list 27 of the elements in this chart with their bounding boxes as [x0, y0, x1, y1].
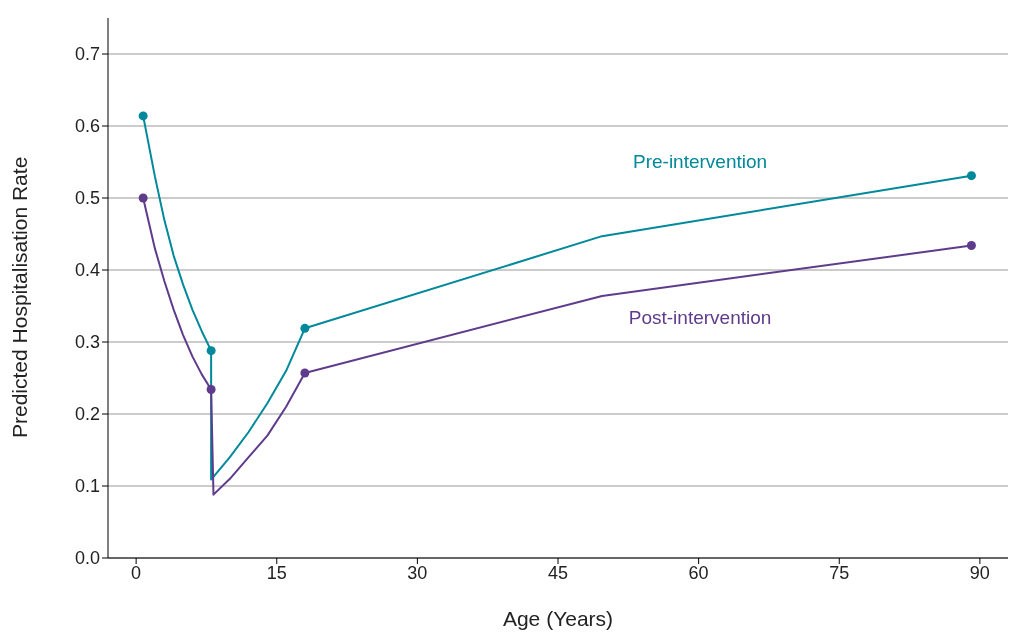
point — [206, 385, 216, 395]
x-axis-title: Age (Years) — [502, 607, 614, 630]
point — [300, 368, 310, 378]
x-tick-label: 15 — [266, 562, 287, 583]
y-tick-label: 0.7 — [74, 44, 100, 65]
series-label: Pre-intervention — [633, 151, 768, 173]
series-label: Post-intervention — [628, 306, 772, 328]
x-tick-label: 0 — [131, 562, 142, 583]
x-tick-label: 90 — [969, 562, 990, 583]
x-tick-label: 45 — [547, 562, 569, 583]
y-tick-label: 0.2 — [74, 404, 100, 425]
point — [138, 193, 148, 203]
point — [966, 241, 976, 251]
y-tick-label: 0.5 — [74, 188, 100, 209]
point — [300, 323, 310, 333]
point — [966, 171, 976, 181]
y-tick-label: 0.4 — [74, 260, 100, 281]
y-tick-label: 0.6 — [74, 116, 100, 137]
point — [138, 111, 148, 121]
y-tick-label: 0.3 — [74, 332, 100, 353]
y-tick-label: 0.1 — [74, 476, 100, 497]
x-tick-label: 75 — [829, 562, 850, 583]
x-tick-label: 60 — [688, 562, 709, 583]
y-axis-title: Predicted Hospitalisation Rate — [8, 156, 32, 438]
point — [206, 346, 216, 356]
x-tick-label: 30 — [407, 562, 428, 583]
y-tick-label: 0.0 — [74, 548, 100, 569]
